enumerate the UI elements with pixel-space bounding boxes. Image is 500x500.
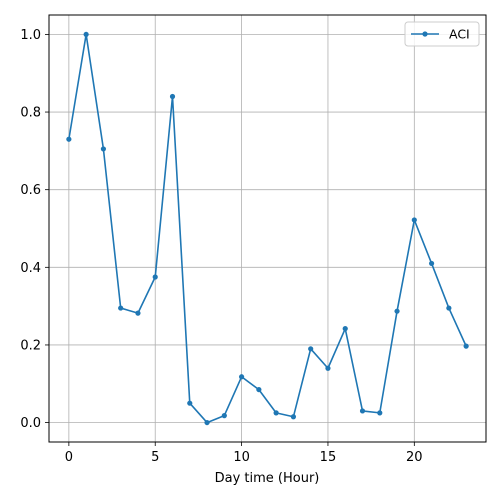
series-layer	[66, 31, 469, 426]
data-point	[446, 305, 452, 311]
legend-marker-swatch	[422, 31, 428, 37]
data-point	[342, 326, 348, 332]
data-point	[83, 31, 89, 38]
y-tick-label: 0.2	[20, 338, 41, 353]
legend: ACI	[404, 21, 480, 47]
data-point	[325, 365, 331, 371]
y-tick-label: 1.0	[20, 28, 41, 43]
data-point	[169, 93, 176, 100]
data-point	[428, 260, 435, 267]
y-tick-label: 0.8	[20, 106, 41, 121]
data-point	[135, 310, 141, 316]
plot-area-background	[49, 15, 486, 442]
y-tick-label: 0.0	[20, 416, 41, 431]
data-point	[394, 308, 400, 314]
x-tick-label: 20	[406, 450, 423, 465]
series-line	[68, 33, 467, 424]
plot-frame	[48, 14, 487, 443]
data-point	[118, 305, 124, 311]
data-point	[411, 217, 417, 223]
data-point	[152, 274, 158, 280]
data-point	[359, 408, 366, 414]
legend-label: ACI	[449, 27, 470, 42]
x-axis-label: Day time (Hour)	[215, 471, 320, 486]
data-point	[238, 374, 245, 380]
data-point	[377, 410, 383, 416]
x-tick-label: 0	[65, 450, 73, 465]
legend-box	[404, 21, 480, 47]
data-point	[256, 386, 262, 393]
data-point	[66, 136, 72, 142]
data-point	[463, 343, 469, 349]
data-point	[308, 346, 314, 352]
y-tick-label: 0.6	[20, 183, 41, 198]
data-point	[100, 146, 107, 152]
data-point	[204, 419, 210, 426]
data-point	[290, 414, 297, 420]
axis-ticks: 0 5 10 15 20 0.0 0.2 0.4 0.6 0.8 1.0	[20, 28, 422, 465]
y-tick-label: 0.4	[20, 261, 41, 276]
x-tick-label: 5	[151, 450, 159, 465]
data-point	[221, 413, 227, 419]
x-tick-label: 10	[233, 450, 250, 465]
x-tick-label: 15	[320, 450, 337, 465]
data-point	[273, 410, 279, 416]
data-point	[187, 400, 193, 406]
